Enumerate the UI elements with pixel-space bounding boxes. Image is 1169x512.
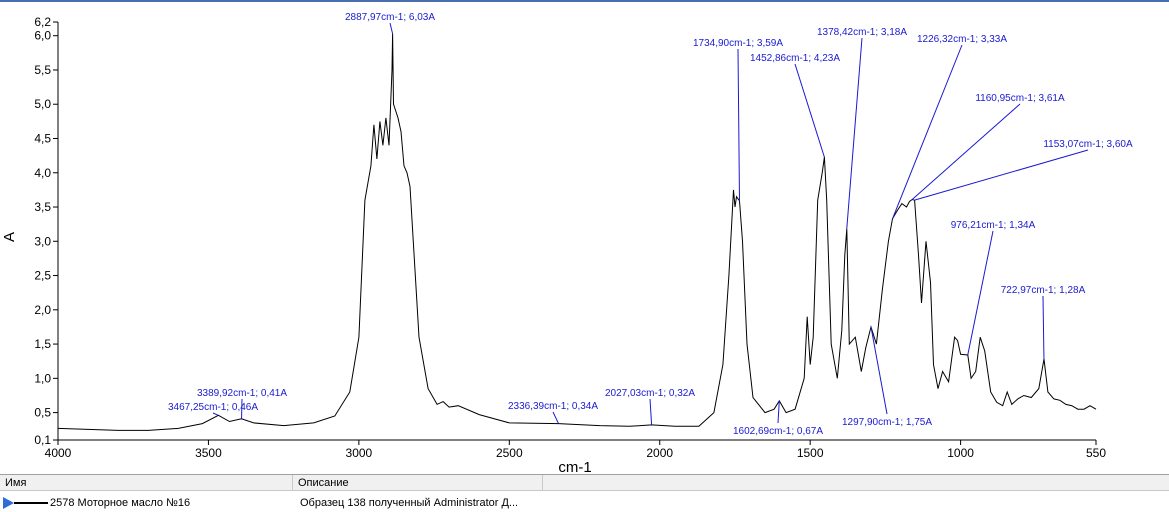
peak-annotation-label: 1452,86cm-1; 4,23A <box>750 53 840 64</box>
column-header-description[interactable]: Описание <box>293 475 543 491</box>
y-tick-label: 0,5 <box>34 406 51 420</box>
peak-annotation-label: 3389,92cm-1; 0,41A <box>197 388 287 399</box>
y-tick-label: 2,5 <box>34 269 51 283</box>
y-tick-label: 3,5 <box>34 200 51 214</box>
x-tick-label: 2500 <box>496 446 523 460</box>
series-color-swatch <box>14 502 48 504</box>
x-tick-label: 1000 <box>947 446 974 460</box>
peak-annotation-label: 3467,25cm-1; 0,46A <box>168 402 258 413</box>
annotation-leader <box>553 412 559 424</box>
row-selector-arrow-icon <box>3 497 14 509</box>
x-tick-label: 550 <box>1086 446 1106 460</box>
column-header-filler <box>543 475 1169 491</box>
peak-annotation-label: 1226,32cm-1; 3,33A <box>917 34 1007 45</box>
column-header-name[interactable]: Имя <box>0 475 293 491</box>
y-axis-title: A <box>1 232 18 242</box>
peak-annotation-label: 1153,07cm-1; 3,60A <box>1043 139 1133 150</box>
peak-annotation-label: 1602,69cm-1; 0,67A <box>733 426 823 437</box>
peak-annotation-label: 2027,03cm-1; 0,32A <box>605 388 695 399</box>
annotation-leader <box>1043 296 1044 359</box>
x-tick-label: 2000 <box>646 446 673 460</box>
x-axis-title: cm-1 <box>558 459 591 474</box>
spectrum-chart[interactable]: 4000 3500 3000 2500 2000 1500 1000 550 0,1 0,5 1,0… <box>0 0 1169 474</box>
y-tick-label: 6,2 <box>34 15 51 29</box>
spectrum-line <box>58 34 1096 431</box>
peak-annotation-label: 1297,90cm-1; 1,75A <box>842 417 932 428</box>
annotation-leader <box>213 413 218 415</box>
annotation-leader <box>871 327 887 414</box>
annotation-leader <box>738 49 739 201</box>
annotation-leader <box>778 401 779 423</box>
x-tick-label: 4000 <box>45 446 72 460</box>
y-tick-label: 4,0 <box>34 166 51 180</box>
y-tick-label: 4,5 <box>34 131 51 145</box>
annotation-leader <box>893 45 962 219</box>
y-tick-label: 5,0 <box>34 97 51 111</box>
annotation-leader <box>795 64 824 157</box>
x-tick-label: 3500 <box>195 446 222 460</box>
y-tick-label: 1,5 <box>34 337 51 351</box>
annotation-leader <box>390 23 393 34</box>
peak-annotation-label: 1160,95cm-1; 3,61A <box>975 93 1065 104</box>
annotation-leader <box>968 231 993 355</box>
peak-annotation-label: 976,21cm-1; 1,34A <box>951 220 1036 231</box>
y-tick-label: 2,0 <box>34 303 51 317</box>
annotation-leader <box>847 38 862 229</box>
spectrum-name[interactable]: 2578 Моторное масло №16 <box>50 495 190 511</box>
peak-annotation-label: 1378,42cm-1; 3,18A <box>817 27 907 38</box>
peak-annotation-label: 1734,90cm-1; 3,59A <box>693 38 783 49</box>
peak-annotation-label: 722,97cm-1; 1,28A <box>1001 285 1086 296</box>
annotation-leader <box>915 150 1088 200</box>
peak-annotation-label: 2887,97cm-1; 6,03A <box>345 12 435 23</box>
y-tick-label: 6,0 <box>34 29 51 43</box>
annotation-leader <box>650 399 652 425</box>
y-tick-label: 0,1 <box>34 433 51 447</box>
x-tick-label: 1500 <box>797 446 824 460</box>
y-tick-label: 3,0 <box>34 234 51 248</box>
y-tick-label: 5,5 <box>34 63 51 77</box>
spectra-list-panel: Имя Описание 2578 Моторное масло №16 Обр… <box>0 474 1169 512</box>
peak-annotation-label: 2336,39cm-1; 0,34A <box>508 401 598 412</box>
x-tick-label: 3000 <box>346 446 373 460</box>
spectrum-description[interactable]: Образец 138 полученный Administrator Д..… <box>300 495 518 511</box>
y-tick-label: 1,0 <box>34 371 51 385</box>
